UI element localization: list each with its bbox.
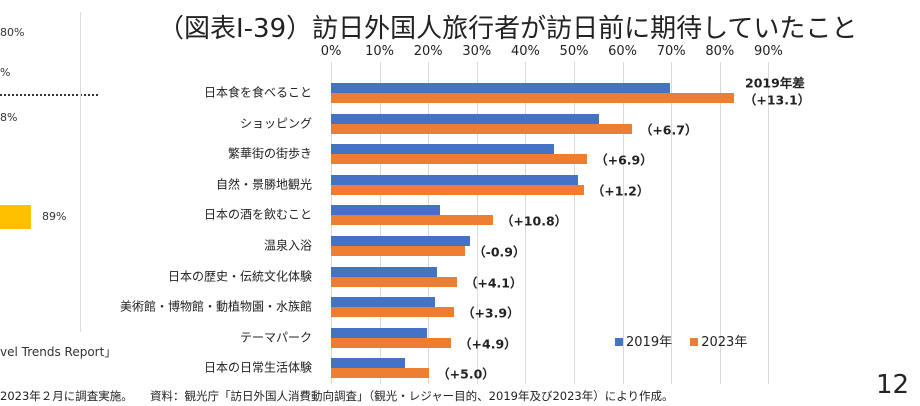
x-tick-label: 90% bbox=[753, 44, 783, 59]
bar-2019 bbox=[331, 205, 441, 216]
bar-2023 bbox=[331, 368, 430, 379]
gridline bbox=[719, 62, 721, 384]
left-yellow-bar bbox=[0, 205, 31, 229]
legend-label-2019: 2019年 bbox=[626, 335, 673, 350]
category-label: 自然・景勝地観光 bbox=[215, 177, 312, 192]
gridline bbox=[671, 62, 673, 384]
page-number: 12 bbox=[876, 370, 910, 400]
bar-2023 bbox=[331, 215, 493, 226]
category-label: 温泉入浴 bbox=[263, 238, 312, 253]
bar-2023 bbox=[331, 276, 457, 287]
bar-2019 bbox=[331, 236, 470, 246]
category-label: 日本食を食べること bbox=[203, 85, 312, 100]
bar-2019 bbox=[331, 113, 600, 124]
left-pct-4: 89% bbox=[42, 210, 67, 223]
gridline bbox=[622, 62, 624, 384]
x-tick-label: 20% bbox=[413, 44, 443, 59]
diff-header: 2019年差 bbox=[745, 75, 805, 91]
diff-label: （+6.7） bbox=[639, 122, 698, 138]
bar-2023 bbox=[331, 307, 454, 318]
bar-2019 bbox=[331, 266, 437, 277]
bar-2019 bbox=[331, 297, 435, 308]
gridline bbox=[525, 62, 527, 384]
bar-2023 bbox=[331, 246, 466, 256]
bar-2023 bbox=[331, 154, 588, 165]
left-pct-2: % bbox=[0, 66, 11, 79]
bar-2019 bbox=[331, 327, 428, 338]
x-tick-label: 70% bbox=[656, 44, 686, 59]
x-tick-label: 10% bbox=[365, 44, 395, 59]
x-tick-label: 80% bbox=[705, 44, 735, 59]
category-label: 日本の酒を飲むこと bbox=[203, 207, 312, 222]
bar-2023 bbox=[331, 184, 584, 195]
category-label: 繁華街の街歩き bbox=[227, 146, 312, 161]
x-tick-label: 40% bbox=[510, 44, 540, 59]
bar-2023 bbox=[331, 337, 452, 348]
gridline bbox=[574, 62, 575, 384]
bar-2019 bbox=[331, 83, 671, 93]
legend-swatch-2019 bbox=[615, 338, 623, 346]
survey-note: 2023年２月に調査実施。 bbox=[0, 389, 128, 403]
diff-label: （+3.9） bbox=[461, 305, 520, 321]
diff-label: （-0.9） bbox=[473, 244, 526, 260]
bar-2023 bbox=[331, 93, 734, 103]
diff-label: （+13.1） bbox=[743, 92, 811, 108]
x-tick-label: 30% bbox=[462, 44, 492, 59]
x-tick-label: 50% bbox=[559, 44, 589, 59]
diff-label: （+10.8） bbox=[500, 213, 568, 229]
category-label: 美術館・博物館・動植物園・水族館 bbox=[119, 299, 312, 314]
legend: 2019年 2023年 bbox=[615, 331, 747, 350]
left-report-text: vel Trends Report」 bbox=[0, 345, 117, 359]
legend-swatch-2023 bbox=[690, 338, 699, 346]
legend-2019: 2019年 bbox=[615, 335, 672, 350]
gridline bbox=[768, 62, 770, 384]
x-tick-label: 0% bbox=[320, 44, 342, 59]
x-tick-label: 60% bbox=[608, 44, 638, 59]
chart-title: （図表Ⅰ-39）訪日外国人旅行者が訪日前に期待していたこと bbox=[158, 14, 858, 44]
divider bbox=[80, 12, 81, 332]
category-label: ショッピング bbox=[239, 116, 312, 131]
source-text: 資料：観光庁「訪日外国人消費動向調査」（観光・レジャー目的、2019年及び202… bbox=[150, 389, 674, 403]
legend-label-2023: 2023年 bbox=[701, 335, 748, 350]
diff-label: （+1.2） bbox=[591, 183, 650, 199]
bar-2019 bbox=[331, 358, 405, 369]
bar-2019 bbox=[331, 174, 578, 185]
category-label: 日本の歴史・伝統文化体験 bbox=[167, 269, 312, 284]
diff-label: （+6.9） bbox=[595, 152, 653, 168]
diff-label: （+5.0） bbox=[437, 366, 495, 382]
legend-2023: 2023年 bbox=[690, 335, 747, 350]
category-label: 日本の日常生活体験 bbox=[203, 360, 312, 375]
left-pct-3: 8% bbox=[0, 111, 18, 124]
bar-2019 bbox=[331, 144, 554, 155]
diff-label: （+4.9） bbox=[459, 336, 517, 352]
bar-2023 bbox=[331, 123, 632, 134]
diff-label: （+4.1） bbox=[464, 275, 523, 291]
left-pct-1: 80% bbox=[0, 26, 25, 39]
dotted-line bbox=[0, 94, 98, 96]
category-label: テーマパーク bbox=[239, 330, 312, 345]
source-note: 2023年２月に調査実施。 資料：観光庁「訪日外国人消費動向調査」（観光・レジャ… bbox=[0, 388, 674, 404]
